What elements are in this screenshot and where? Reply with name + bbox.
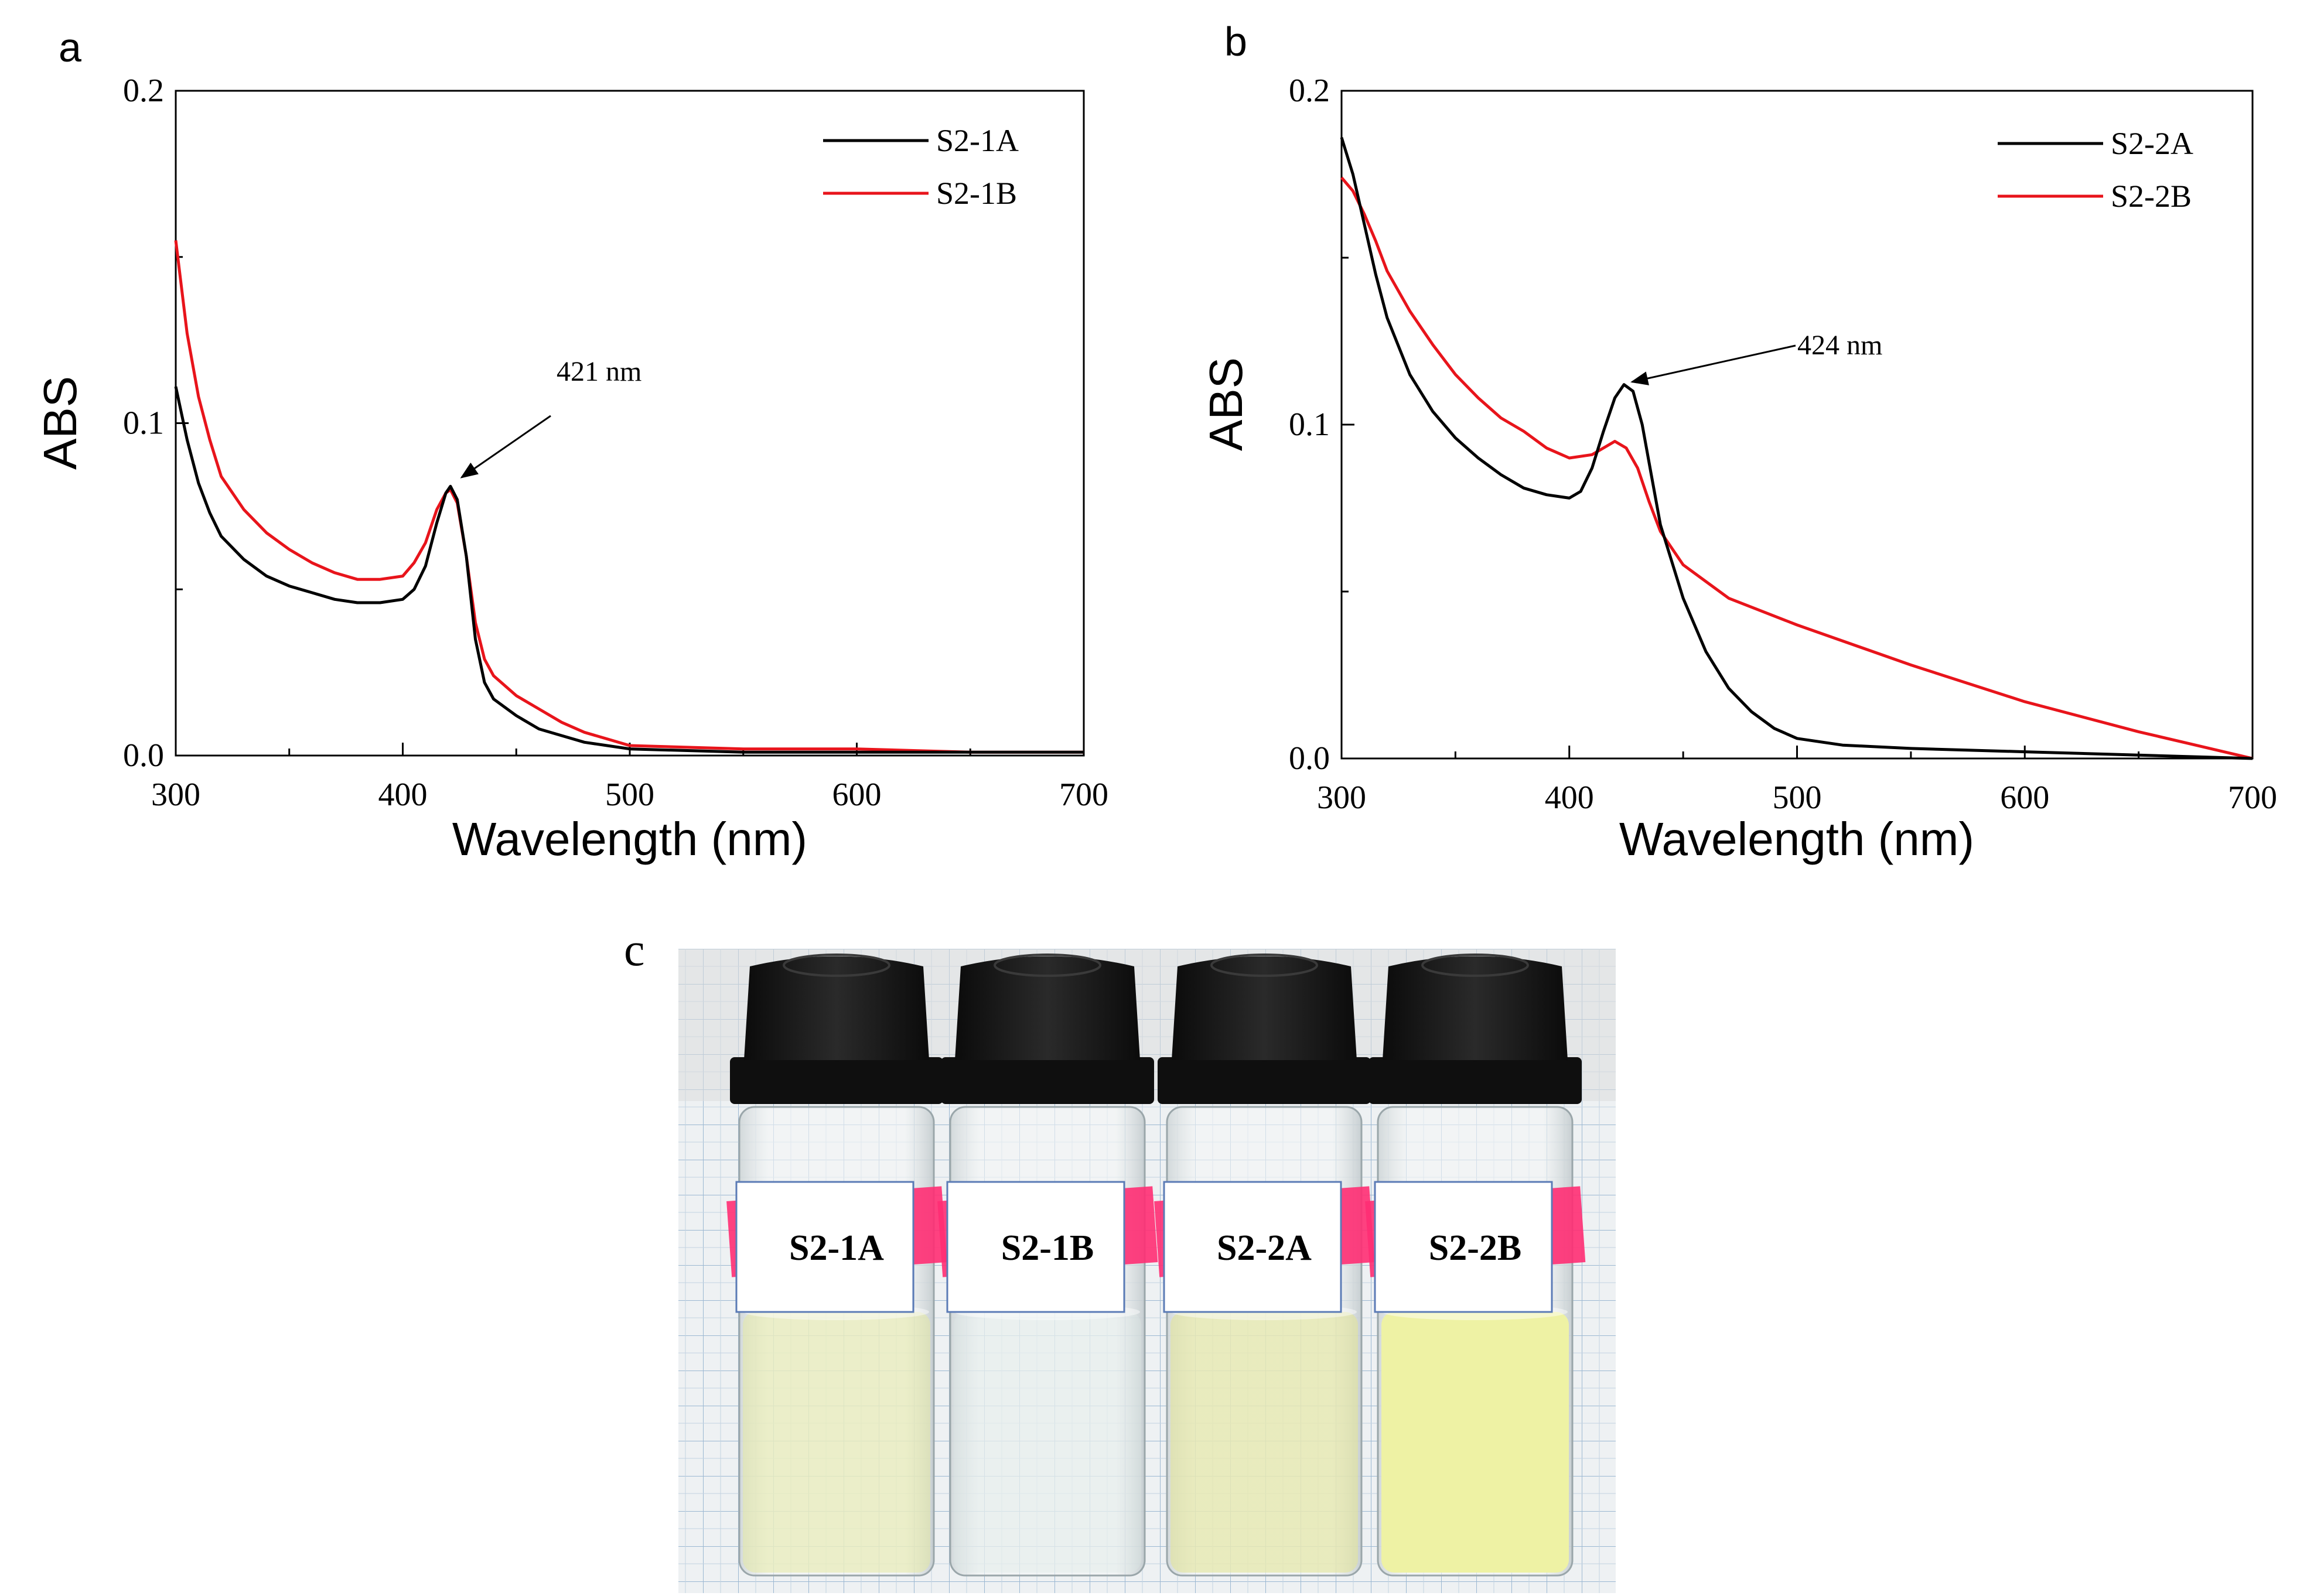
x-tick-label: 300 — [1317, 780, 1366, 816]
vial-cap — [1172, 956, 1357, 1060]
vial-s2-1b: S2-1B — [937, 954, 1158, 1577]
vial-liquid — [743, 1312, 930, 1573]
vial-row: S2-1A S2-1B S2-2A S2-2B — [726, 954, 1586, 1577]
legend-label-s2-2a: S2-2A — [2111, 126, 2193, 161]
vial-label-text: S2-1A — [789, 1228, 884, 1268]
vial-cap-top-ring — [1421, 954, 1529, 977]
panel-c-photo: c S2-1A S2-1B S2-2A S2-2B — [624, 924, 1616, 1593]
panel-b-x-ticks: 300 400 500 600 700 — [1317, 746, 2277, 816]
vial-liquid — [954, 1312, 1141, 1573]
series-line-s2-2a — [1340, 137, 2253, 760]
panel-a-series — [174, 240, 1084, 754]
vial-s2-2b: S2-2B — [1365, 954, 1586, 1577]
x-tick-label: 500 — [1773, 780, 1822, 816]
panel-a-peak-arrow — [460, 415, 551, 479]
vial-label-box: S2-1B — [946, 1181, 1125, 1313]
panel-b-y-ticks: 0.0 0.1 0.2 — [1289, 73, 1354, 777]
panel-b-chart: b 300 400 500 600 700 0.0 0.1 0.2 Wavelength (… — [1200, 19, 2277, 865]
x-tick-label: 600 — [832, 777, 882, 813]
vial-label-box: S2-1A — [735, 1181, 914, 1313]
panel-a-chart: a 300 400 500 600 700 0.0 0.1 0.2 Wavelength (… — [34, 25, 1108, 865]
panel-a-y-axis-label: ABS — [34, 376, 86, 470]
vial-label-text: S2-2A — [1217, 1228, 1312, 1268]
vial-label-background — [1374, 1181, 1553, 1313]
legend-label-s2-2b: S2-2B — [2111, 179, 2192, 214]
legend-label-s2-1b: S2-1B — [936, 176, 1017, 211]
vial-cap-rim — [1368, 1057, 1582, 1104]
panel-c-letter: c — [624, 924, 645, 976]
vial-cap — [955, 956, 1140, 1060]
panel-b-series — [1340, 137, 2253, 760]
vial-cap — [744, 956, 929, 1060]
vial-cap-top-ring — [994, 954, 1101, 977]
x-tick-label: 400 — [1545, 780, 1594, 816]
y-tick-label: 0.0 — [123, 737, 164, 774]
panel-a-peak-annotation: 421 nm — [557, 356, 641, 387]
x-tick-label: 600 — [2000, 780, 2049, 816]
panel-b-y-axis-label: ABS — [1200, 357, 1252, 451]
series-line-s2-1b — [174, 240, 1084, 754]
vial-label-box: S2-2B — [1374, 1181, 1553, 1313]
panel-a-x-axis-label: Wavelength (nm) — [452, 813, 807, 865]
y-tick-label: 0.2 — [123, 73, 164, 109]
panel-a-letter: a — [59, 25, 81, 70]
vial-cap-top-ring — [1210, 954, 1318, 977]
series-line-s2-2b — [1340, 176, 2253, 760]
vial-cap-top-ring — [783, 954, 890, 977]
panel-b-legend: S2-2A S2-2B — [1998, 126, 2193, 214]
vial-label-box: S2-2A — [1163, 1181, 1342, 1313]
x-tick-label: 400 — [378, 777, 428, 813]
x-tick-label: 500 — [605, 777, 654, 813]
vial-cap — [1383, 956, 1568, 1060]
series-line-s2-1a — [174, 386, 1084, 754]
x-tick-label: 300 — [151, 777, 200, 813]
vial-label-background — [735, 1181, 914, 1313]
y-tick-label: 0.1 — [123, 405, 164, 442]
y-tick-label: 0.1 — [1289, 406, 1330, 443]
vial-label-text: S2-2B — [1429, 1228, 1521, 1268]
vial-cap-rim — [730, 1057, 943, 1104]
vial-s2-1a: S2-1A — [726, 954, 947, 1577]
vial-s2-2a: S2-2A — [1154, 954, 1375, 1577]
vial-label-background — [946, 1181, 1125, 1313]
panel-a-y-ticks: 0.0 0.1 0.2 — [123, 73, 189, 774]
panel-b-peak-annotation: 424 nm — [1797, 330, 1882, 361]
vial-label-text: S2-1B — [1001, 1228, 1094, 1268]
panel-a-x-ticks: 300 400 500 600 700 — [151, 743, 1108, 813]
panel-b-letter: b — [1224, 19, 1247, 64]
x-tick-label: 700 — [1059, 777, 1108, 813]
panel-b-peak-arrow — [1630, 344, 1796, 385]
vial-liquid — [1381, 1312, 1569, 1573]
y-tick-label: 0.2 — [1289, 73, 1330, 109]
vial-label-background — [1163, 1181, 1342, 1313]
x-tick-label: 700 — [2228, 780, 2277, 816]
vial-cap-rim — [941, 1057, 1154, 1104]
legend-label-s2-1a: S2-1A — [936, 123, 1019, 158]
y-tick-label: 0.0 — [1289, 740, 1330, 777]
vial-liquid — [1170, 1312, 1358, 1573]
panel-b-x-axis-label: Wavelength (nm) — [1619, 813, 1974, 865]
vial-cap-rim — [1158, 1057, 1371, 1104]
panel-a-legend: S2-1A S2-1B — [823, 123, 1019, 211]
